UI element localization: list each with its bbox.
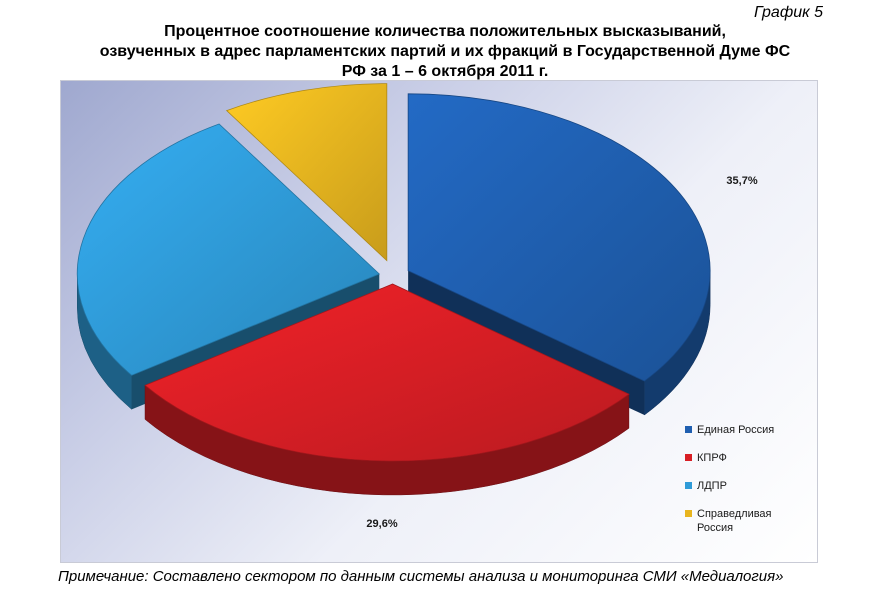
chart-title-line-2: озвученных в адрес парламентских партий … (99, 43, 791, 60)
chart-title: Процентное соотношение количества положи… (40, 22, 850, 82)
legend-swatch (685, 454, 692, 461)
legend-swatch (685, 426, 692, 433)
legend: Единая Россия КПРФ ЛДПР Справедливая Россия (685, 424, 774, 534)
pie-chart: 35,7%29,6%25,8%8,9%Единая РоссияКПРФЛДПР… (76, 83, 774, 534)
chart-title-line-3: РФ за 1 – 6 октября 2011 г. (341, 63, 549, 80)
slice-единая-россия (407, 93, 711, 382)
legend-label: Справедливая (697, 508, 772, 520)
data-label-единая-россия: 35,7% (726, 175, 757, 187)
slice-лдпр (76, 123, 381, 376)
legend-label: КПРФ (697, 452, 727, 464)
legend-item-лдпр: ЛДПР (685, 480, 727, 492)
slice-кпрф (144, 283, 630, 462)
legend-swatch (685, 482, 692, 489)
source-note: Примечание: Составлено сектором по данны… (58, 568, 784, 585)
data-labels: 35,7%29,6%25,8%8,9% (366, 175, 757, 530)
plot-area: 35,7%29,6%25,8%8,9%Единая РоссияКПРФЛДПР… (60, 80, 818, 563)
legend-label: Россия (697, 522, 733, 534)
legend-item-единая-россия: Единая Россия (685, 424, 774, 436)
figure-label: График 5 (754, 4, 823, 21)
data-label-кпрф: 29,6% (366, 518, 397, 530)
pie-slices (76, 83, 711, 462)
legend-item-кпрф: КПРФ (685, 452, 727, 464)
chart-title-line-1: Процентное соотношение количества положи… (164, 23, 726, 40)
legend-item-справедливая-россия: Справедливая Россия (685, 508, 772, 534)
slice-справедливая-россия (225, 83, 388, 262)
legend-swatch (685, 510, 692, 517)
legend-label: Единая Россия (697, 424, 774, 436)
legend-label: ЛДПР (697, 480, 727, 492)
